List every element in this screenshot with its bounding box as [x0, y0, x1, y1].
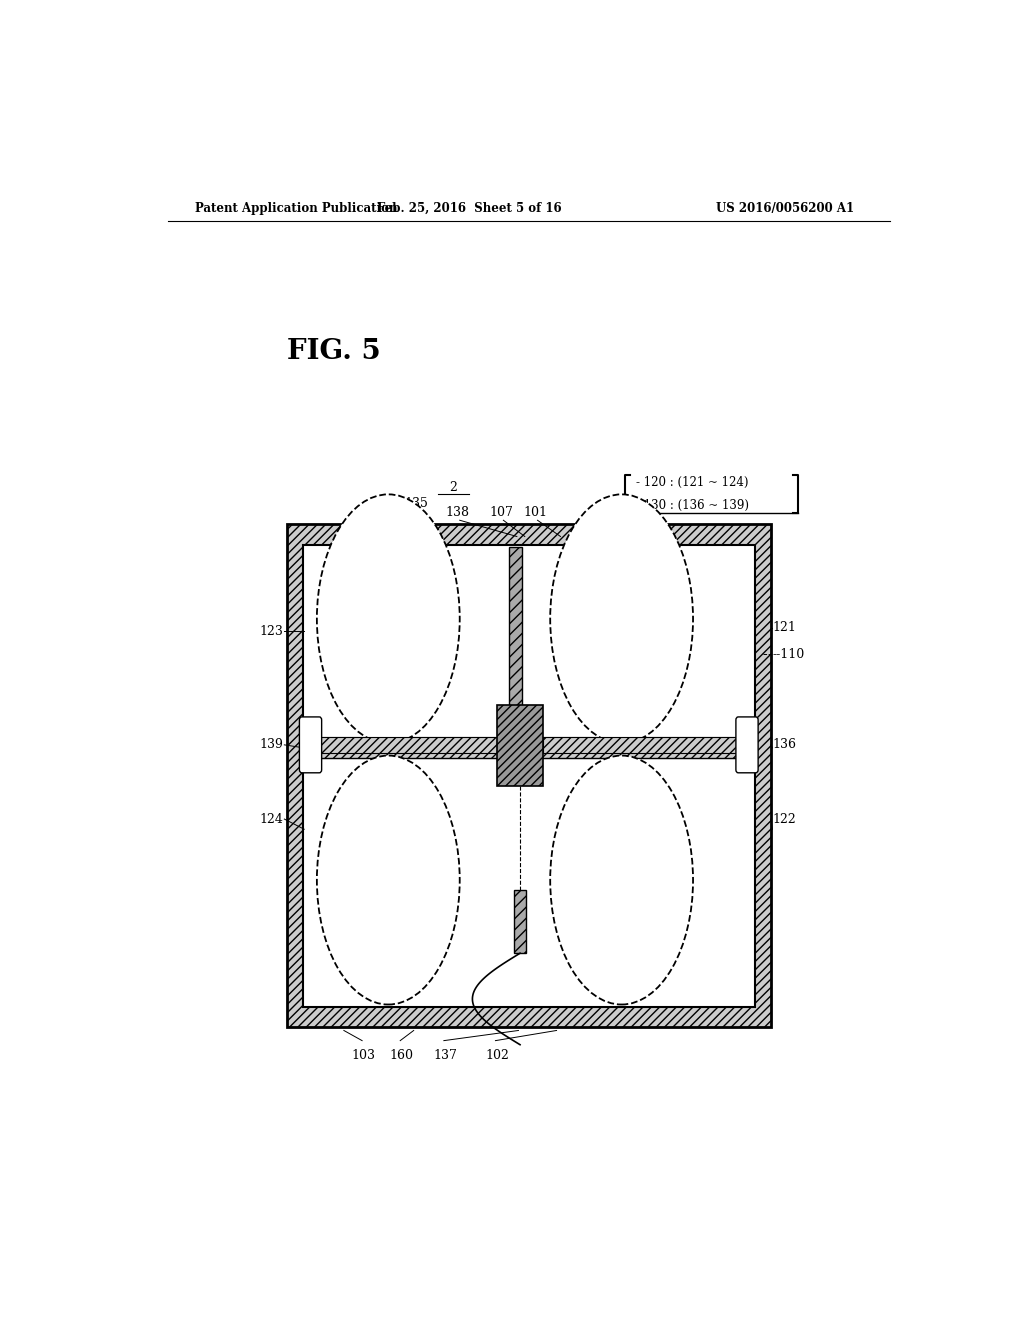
Text: 107: 107 [489, 507, 513, 519]
Text: 101: 101 [523, 507, 547, 519]
Text: 124: 124 [260, 813, 284, 825]
Ellipse shape [550, 755, 693, 1005]
Ellipse shape [316, 755, 460, 1005]
Text: 138: 138 [445, 507, 469, 519]
Text: 2: 2 [450, 480, 458, 494]
Text: 139: 139 [260, 738, 284, 751]
Text: 123: 123 [260, 624, 284, 638]
Text: --110: --110 [772, 648, 805, 661]
Text: Patent Application Publication: Patent Application Publication [196, 202, 398, 215]
Text: Feb. 25, 2016  Sheet 5 of 16: Feb. 25, 2016 Sheet 5 of 16 [377, 202, 561, 215]
Text: 104: 104 [359, 507, 384, 519]
Text: FIG. 5: FIG. 5 [287, 338, 381, 366]
Bar [303, 545, 755, 738]
Text: 136: 136 [772, 738, 797, 751]
FancyBboxPatch shape [299, 717, 322, 772]
Text: 103: 103 [352, 1049, 376, 1061]
Bar [497, 705, 543, 787]
FancyBboxPatch shape [736, 717, 758, 772]
Text: - 130 : (136 ~ 139): - 130 : (136 ~ 139) [636, 499, 749, 511]
Text: - 120 : (121 ~ 124): - 120 : (121 ~ 124) [636, 477, 749, 490]
Bar [303, 737, 497, 752]
Bar [543, 737, 755, 752]
Text: 122: 122 [772, 813, 796, 825]
Bar [287, 524, 771, 1027]
Bar [509, 546, 521, 713]
Ellipse shape [316, 495, 460, 743]
Ellipse shape [550, 495, 693, 743]
Bar [303, 758, 755, 1007]
Text: 121: 121 [772, 622, 797, 635]
Bar [303, 738, 755, 758]
Text: US 2016/0056200 A1: US 2016/0056200 A1 [716, 202, 854, 215]
Bar [514, 890, 525, 953]
Text: 102: 102 [485, 1049, 509, 1061]
Text: 160: 160 [390, 1049, 414, 1061]
Text: 137: 137 [433, 1049, 458, 1061]
Text: 135: 135 [404, 498, 428, 510]
